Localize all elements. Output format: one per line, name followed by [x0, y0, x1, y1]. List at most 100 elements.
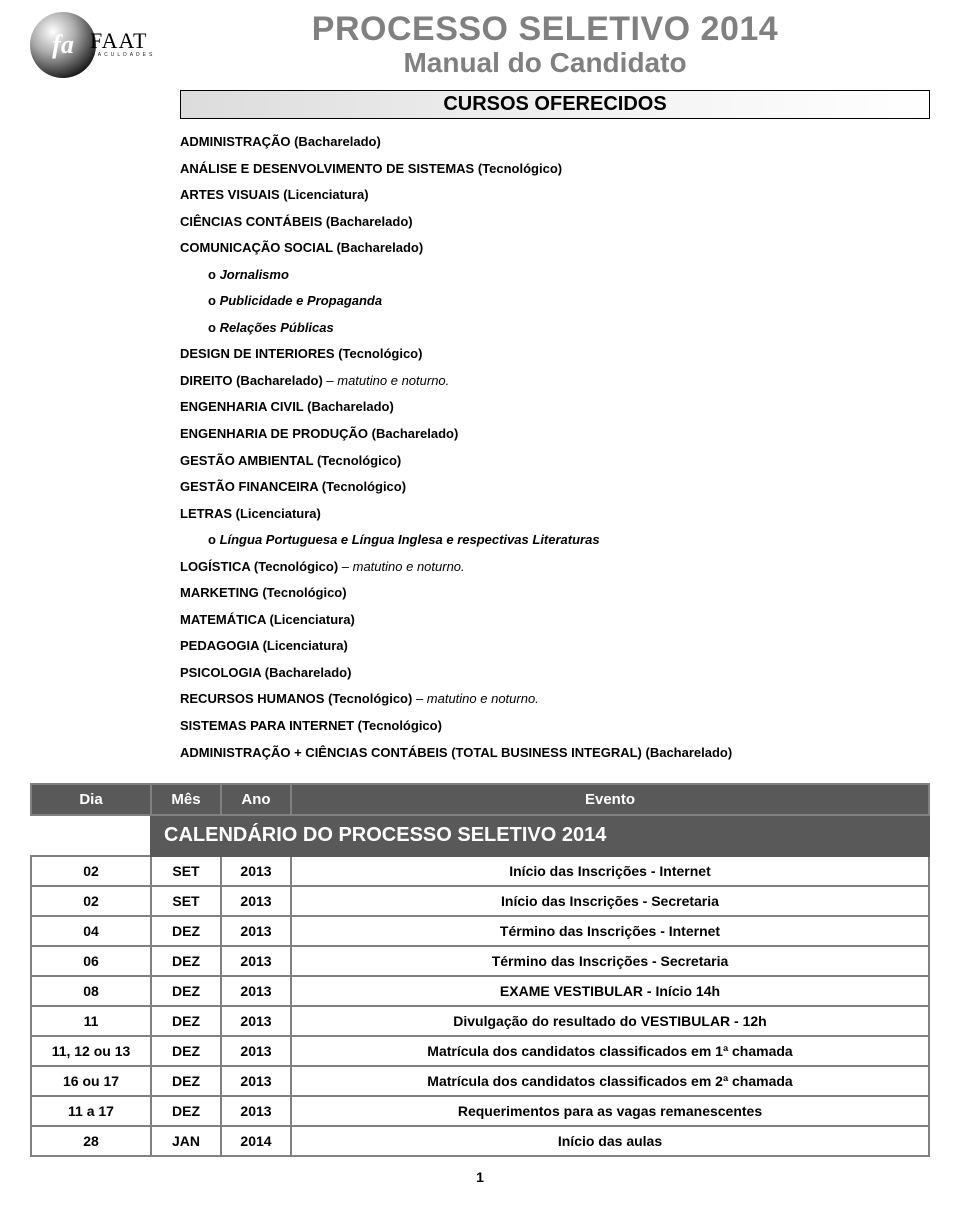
- course-item: CIÊNCIAS CONTÁBEIS (Bacharelado): [180, 213, 930, 231]
- course-sub-item: Jornalismo: [208, 266, 930, 284]
- course-item: ADMINISTRAÇÃO + CIÊNCIAS CONTÁBEIS (TOTA…: [180, 744, 930, 762]
- table-cell: 2013: [221, 1006, 291, 1036]
- calendar-table: CALENDÁRIO DO PROCESSO SELETIVO 2014 Dia…: [30, 783, 930, 1157]
- table-cell: 08: [31, 976, 151, 1006]
- course-label: MATEMÁTICA (Licenciatura): [180, 612, 355, 627]
- calendar-header-row: Dia Mês Ano Evento: [31, 784, 929, 815]
- table-cell: 2013: [221, 976, 291, 1006]
- course-item: ARTES VISUAIS (Licenciatura): [180, 186, 930, 204]
- table-cell: DEZ: [151, 1036, 221, 1066]
- table-cell: 2013: [221, 856, 291, 886]
- course-label: GESTÃO FINANCEIRA (Tecnológico): [180, 479, 406, 494]
- course-label: CIÊNCIAS CONTÁBEIS (Bacharelado): [180, 214, 413, 229]
- title-block: PROCESSO SELETIVO 2014 Manual do Candida…: [160, 10, 930, 79]
- course-label: SISTEMAS PARA INTERNET (Tecnológico): [180, 718, 442, 733]
- course-label: DIREITO (Bacharelado): [180, 373, 323, 388]
- table-cell: EXAME VESTIBULAR - Início 14h: [291, 976, 929, 1006]
- table-cell: DEZ: [151, 1066, 221, 1096]
- logo-subtext: FACULDADES: [92, 52, 155, 58]
- table-row: 11, 12 ou 13DEZ2013Matrícula dos candida…: [31, 1036, 929, 1066]
- table-cell: Requerimentos para as vagas remanescente…: [291, 1096, 929, 1126]
- course-label: ADMINISTRAÇÃO + CIÊNCIAS CONTÁBEIS (TOTA…: [180, 745, 732, 760]
- document-header: fa FAAT FACULDADES PROCESSO SELETIVO 201…: [30, 10, 930, 82]
- course-item: DIREITO (Bacharelado) – matutino e notur…: [180, 372, 930, 390]
- course-label: ADMINISTRAÇÃO (Bacharelado): [180, 134, 381, 149]
- table-cell: DEZ: [151, 1096, 221, 1126]
- table-cell: Término das Inscrições - Internet: [291, 916, 929, 946]
- table-cell: 02: [31, 856, 151, 886]
- course-sub-item: Língua Portuguesa e Língua Inglesa e res…: [208, 531, 930, 549]
- course-label: LETRAS (Licenciatura): [180, 506, 321, 521]
- table-cell: 28: [31, 1126, 151, 1156]
- calendar-title: CALENDÁRIO DO PROCESSO SELETIVO 2014: [151, 815, 929, 856]
- table-cell: 2013: [221, 916, 291, 946]
- table-cell: SET: [151, 886, 221, 916]
- table-cell: 02: [31, 886, 151, 916]
- course-item: PEDAGOGIA (Licenciatura): [180, 637, 930, 655]
- table-cell: Divulgação do resultado do VESTIBULAR - …: [291, 1006, 929, 1036]
- course-list: ADMINISTRAÇÃO (Bacharelado) ANÁLISE E DES…: [180, 133, 930, 761]
- course-label: PSICOLOGIA (Bacharelado): [180, 665, 351, 680]
- table-cell: DEZ: [151, 946, 221, 976]
- table-cell: 2014: [221, 1126, 291, 1156]
- calendar-title-blank: [31, 815, 151, 856]
- table-row: 08DEZ2013EXAME VESTIBULAR - Início 14h: [31, 976, 929, 1006]
- section-heading-cursos: CURSOS OFERECIDOS: [180, 90, 930, 119]
- table-cell: Matrícula dos candidatos classificados e…: [291, 1066, 929, 1096]
- course-item: ADMINISTRAÇÃO (Bacharelado): [180, 133, 930, 151]
- course-label: GESTÃO AMBIENTAL (Tecnológico): [180, 453, 401, 468]
- page-title: PROCESSO SELETIVO 2014: [160, 10, 930, 49]
- col-ano: Ano: [221, 784, 291, 815]
- col-mes: Mês: [151, 784, 221, 815]
- course-item: RECURSOS HUMANOS (Tecnológico) – matutin…: [180, 690, 930, 708]
- table-cell: Matrícula dos candidatos classificados e…: [291, 1036, 929, 1066]
- course-item: MATEMÁTICA (Licenciatura): [180, 611, 930, 629]
- course-label: PEDAGOGIA (Licenciatura): [180, 638, 348, 653]
- table-cell: JAN: [151, 1126, 221, 1156]
- course-label: DESIGN DE INTERIORES (Tecnológico): [180, 346, 422, 361]
- logo: fa FAAT FACULDADES: [30, 10, 140, 82]
- page-subtitle: Manual do Candidato: [160, 47, 930, 79]
- course-item: MARKETING (Tecnológico): [180, 584, 930, 602]
- table-row: 28JAN2014Início das aulas: [31, 1126, 929, 1156]
- course-label: ENGENHARIA CIVIL (Bacharelado): [180, 399, 394, 414]
- course-tail: – matutino e noturno.: [412, 691, 538, 706]
- course-label: ARTES VISUAIS (Licenciatura): [180, 187, 369, 202]
- table-row: 11 a 17DEZ2013Requerimentos para as vaga…: [31, 1096, 929, 1126]
- course-label: ENGENHARIA DE PRODUÇÃO (Bacharelado): [180, 426, 458, 441]
- course-item: ENGENHARIA DE PRODUÇÃO (Bacharelado): [180, 425, 930, 443]
- course-item: SISTEMAS PARA INTERNET (Tecnológico): [180, 717, 930, 735]
- table-cell: 2013: [221, 946, 291, 976]
- course-item: PSICOLOGIA (Bacharelado): [180, 664, 930, 682]
- col-dia: Dia: [31, 784, 151, 815]
- logo-circle-icon: fa: [30, 12, 96, 78]
- table-row: 02SET2013Início das Inscrições - Interne…: [31, 856, 929, 886]
- table-cell: 11, 12 ou 13: [31, 1036, 151, 1066]
- table-cell: 2013: [221, 1036, 291, 1066]
- page-number: 1: [30, 1169, 930, 1185]
- course-label: ANÁLISE E DESENVOLVIMENTO DE SISTEMAS (T…: [180, 161, 562, 176]
- course-sub-item: Relações Públicas: [208, 319, 930, 337]
- table-cell: DEZ: [151, 976, 221, 1006]
- course-label: RECURSOS HUMANOS (Tecnológico): [180, 691, 412, 706]
- table-cell: 16 ou 17: [31, 1066, 151, 1096]
- course-item: GESTÃO FINANCEIRA (Tecnológico): [180, 478, 930, 496]
- table-row: 11DEZ2013Divulgação do resultado do VEST…: [31, 1006, 929, 1036]
- calendar-section: CALENDÁRIO DO PROCESSO SELETIVO 2014 Dia…: [30, 783, 930, 1157]
- course-tail: – matutino e noturno.: [323, 373, 449, 388]
- calendar-title-row: CALENDÁRIO DO PROCESSO SELETIVO 2014: [31, 815, 929, 856]
- table-cell: Início das aulas: [291, 1126, 929, 1156]
- table-row: 06DEZ2013Término das Inscrições - Secret…: [31, 946, 929, 976]
- table-cell: 2013: [221, 1066, 291, 1096]
- table-cell: DEZ: [151, 916, 221, 946]
- table-cell: SET: [151, 856, 221, 886]
- course-item: ENGENHARIA CIVIL (Bacharelado): [180, 398, 930, 416]
- logo-text: FAAT: [90, 28, 147, 54]
- table-cell: Início das Inscrições - Internet: [291, 856, 929, 886]
- table-cell: 04: [31, 916, 151, 946]
- table-cell: 06: [31, 946, 151, 976]
- table-cell: 2013: [221, 886, 291, 916]
- course-label: LOGÍSTICA (Tecnológico): [180, 559, 338, 574]
- table-row: 04DEZ2013Término das Inscrições - Intern…: [31, 916, 929, 946]
- col-evento: Evento: [291, 784, 929, 815]
